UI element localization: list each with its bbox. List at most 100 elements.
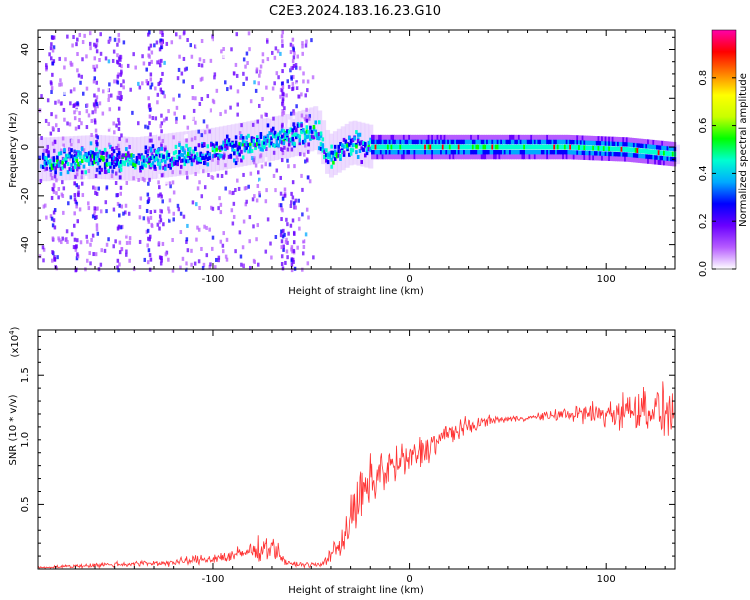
spectrogram-cell (286, 129, 289, 134)
spectrogram-cell (335, 152, 339, 157)
spectrogram-cell (342, 137, 346, 142)
spectrogram-cell (77, 214, 81, 219)
spectrogram-cell (202, 169, 205, 174)
spectrogram-cell (558, 139, 562, 145)
spectrogram-cell (464, 134, 468, 140)
spectrogram-cell (142, 162, 146, 167)
spectrogram-cell (104, 150, 107, 155)
spectrogram-cell (526, 154, 530, 160)
spectrogram-cell (214, 32, 217, 37)
spectrogram-cell (455, 144, 459, 150)
spectrogram-cell (248, 198, 251, 203)
spectrogram-cell (310, 246, 313, 251)
spectrogram-cell (110, 174, 114, 179)
snr-x-tick-label: 100 (597, 574, 616, 585)
spectrogram-cell (535, 154, 539, 160)
spectrogram-cell (95, 223, 99, 228)
spectrogram-cell (507, 139, 510, 145)
spectrogram-cell (443, 139, 447, 145)
spectrogram-cell (197, 259, 201, 264)
spectrogram-cell (305, 107, 308, 112)
spectrogram-cell (95, 144, 98, 149)
spectrogram-cell (175, 98, 179, 103)
spectrogram-cell (661, 140, 664, 146)
spectrogram-cell (411, 149, 415, 155)
spectrogram-cell (118, 91, 122, 96)
spectrogram-cell (555, 139, 558, 145)
spectrogram-cell (49, 46, 53, 51)
spectrogram-cell (80, 121, 83, 126)
spectrogram-cell (118, 206, 122, 211)
spectrogram-cell (182, 56, 186, 61)
spectrogram-cell (189, 43, 193, 48)
spectrogram-cell (655, 140, 659, 146)
spectrogram-cell (290, 268, 294, 273)
spectrogram-cell (537, 144, 540, 150)
spectrogram-cell (103, 169, 107, 174)
spectrogram-cell (291, 134, 295, 139)
spectrogram-cell (264, 199, 268, 204)
spectrogram-cell (307, 149, 310, 154)
spectrogram-cell (95, 38, 99, 43)
spectrogram-cell (73, 223, 76, 228)
spectrogram-cell (452, 144, 456, 150)
spectrogram-cell (197, 159, 201, 164)
snr-y-scale-open: (x10 (10, 335, 21, 358)
spectrogram-cell (491, 149, 494, 155)
spectrogram-cell (100, 248, 103, 253)
spectrogram-cell (374, 144, 378, 150)
spectrogram-cell (305, 39, 308, 44)
spectrogram-cell (97, 87, 100, 92)
spectrogram-cell (290, 258, 294, 263)
spectrogram-cell (625, 147, 629, 152)
spectrogram-cell (638, 153, 641, 159)
spectrogram-cell (116, 42, 119, 47)
spectrogram-cell (80, 175, 84, 180)
spectrogram-cell (298, 66, 302, 71)
spectrogram-cell (604, 151, 608, 157)
spectrogram-cell (579, 145, 583, 151)
spectrogram-cell (110, 157, 114, 162)
spectrogram-cell (165, 116, 168, 121)
spectrogram-cell (174, 150, 178, 155)
spectrogram-cell (286, 240, 289, 245)
spectrogram-cell (223, 190, 227, 195)
spectrogram-cell (376, 144, 379, 150)
spectrogram-cell (75, 201, 79, 206)
spectrogram-cell (45, 161, 49, 166)
spectrogram-cell (144, 150, 148, 155)
spectrogram-cell (640, 138, 643, 144)
spectrogram-cell (70, 62, 74, 67)
spectrogram-cell (360, 160, 364, 165)
spectrogram-cell (203, 158, 207, 163)
spectrogram-cell (200, 63, 204, 68)
spectrogram-cell (194, 172, 197, 177)
spectrogram-cell (159, 208, 162, 213)
spectrogram-cell (54, 114, 58, 119)
spectrogram-cell (574, 139, 578, 145)
spectrogram-cell (542, 154, 546, 160)
spectrogram-cell (399, 144, 402, 150)
spectrogram-cell (305, 207, 309, 212)
spectrogram-cell (162, 118, 166, 123)
spectrogram-cell (281, 196, 285, 201)
spectrogram-cell (386, 134, 390, 140)
spectrogram-cell (168, 181, 172, 186)
spectrogram-cell (198, 180, 201, 185)
spectrogram-cell (565, 154, 569, 160)
spectrogram-cell (273, 81, 276, 86)
spectrogram-cell (279, 130, 282, 135)
spectrogram-cell (52, 45, 56, 50)
spectrogram-cell (565, 144, 569, 150)
spectrogram-cell (436, 134, 440, 140)
spectrogram-cell (245, 76, 248, 81)
spectrogram-cell (279, 175, 282, 180)
spectrogram-cell (252, 142, 256, 147)
spectrogram-cell (663, 140, 666, 146)
spectrogram-cell (304, 232, 308, 237)
spectrogram-cell (282, 244, 285, 249)
spectrogram-cell (187, 147, 190, 152)
spectrogram-cell (404, 149, 408, 155)
spectrogram-cell (187, 151, 190, 156)
spectrogram-cell (397, 144, 401, 150)
